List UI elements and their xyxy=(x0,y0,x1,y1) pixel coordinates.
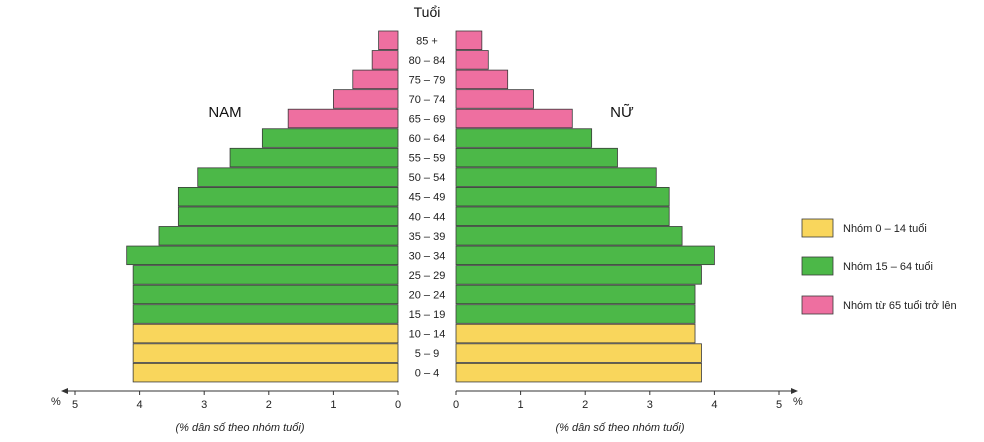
legend-label: Nhóm từ 65 tuổi trở lên xyxy=(843,300,957,312)
age-group-label: 55 – 59 xyxy=(409,153,446,165)
female-x-tick-label: 1 xyxy=(518,399,524,411)
male-bar xyxy=(229,147,399,168)
age-group-label: 35 – 39 xyxy=(409,231,446,243)
male-label: NAM xyxy=(208,104,241,121)
age-group-label: 5 – 9 xyxy=(415,348,439,360)
male-bar xyxy=(261,128,399,148)
y-axis-title: Tuổi xyxy=(414,4,441,20)
female-bar xyxy=(455,69,509,90)
age-group-label: 50 – 54 xyxy=(409,172,446,184)
female-x-axis-label: (% dân số theo nhóm tuổi) xyxy=(555,422,684,434)
male-x-tick-label: 3 xyxy=(201,399,207,411)
female-bar xyxy=(455,304,696,324)
female-axis-arrow-icon xyxy=(791,388,798,394)
male-bar xyxy=(158,226,399,246)
female-bar xyxy=(455,89,534,109)
male-x-tick-label: 2 xyxy=(266,399,272,411)
female-bar xyxy=(455,284,696,305)
female-bar xyxy=(455,30,483,51)
male-bar xyxy=(177,186,399,207)
age-group-label: 40 – 44 xyxy=(409,211,446,223)
male-bar xyxy=(132,304,399,324)
age-group-label: 20 – 24 xyxy=(409,289,446,301)
female-bar xyxy=(455,323,696,344)
female-bars xyxy=(455,30,715,383)
male-bar xyxy=(197,167,399,187)
female-bar xyxy=(455,186,670,207)
male-bar xyxy=(132,265,399,285)
legend-swatch xyxy=(801,256,834,276)
age-group-label: 10 – 14 xyxy=(409,329,446,341)
legend-swatch xyxy=(801,218,834,238)
legend-swatch xyxy=(801,295,834,315)
male-bar xyxy=(352,69,399,90)
left-unit-label: % xyxy=(51,396,61,408)
female-bar xyxy=(455,206,670,226)
male-x-tick-label: 0 xyxy=(395,399,401,411)
age-group-label: 0 – 4 xyxy=(415,368,439,380)
age-group-label: 60 – 64 xyxy=(409,133,446,145)
x-axes: 0 0 1 1 2 2 3 3 4 4 5 5 xyxy=(61,388,798,411)
female-bar xyxy=(455,343,702,363)
female-bar xyxy=(455,128,593,148)
male-x-axis-label: (% dân số theo nhóm tuổi) xyxy=(175,422,304,434)
male-x-tick-label: 4 xyxy=(137,399,143,411)
female-bar xyxy=(455,167,657,187)
age-group-label: 75 – 79 xyxy=(409,74,446,86)
male-x-tick-label: 1 xyxy=(330,399,336,411)
age-group-labels: 85 + 80 – 84 75 – 79 70 – 74 65 – 69 60 – 64 5… xyxy=(409,35,446,379)
age-group-label: 30 – 34 xyxy=(409,250,446,262)
legend: Nhóm 0 – 14 tuổi Nhóm 15 – 64 tuổi Nhóm từ… xyxy=(801,218,957,315)
age-group-label: 70 – 74 xyxy=(409,94,446,106)
female-bar xyxy=(455,147,618,168)
male-axis-arrow-icon xyxy=(61,388,68,394)
female-bar xyxy=(455,245,715,266)
male-bar xyxy=(287,108,399,129)
male-bar xyxy=(177,206,399,226)
female-bar xyxy=(455,226,683,246)
male-x-tick-label: 5 xyxy=(72,399,78,411)
legend-label: Nhóm 15 – 64 tuổi xyxy=(843,261,933,273)
age-group-label: 15 – 19 xyxy=(409,309,446,321)
female-x-tick-label: 0 xyxy=(453,399,459,411)
male-bar xyxy=(378,30,399,51)
male-bar xyxy=(332,89,399,109)
male-bar xyxy=(132,284,399,305)
age-group-label: 80 – 84 xyxy=(409,55,446,67)
age-group-label: 25 – 29 xyxy=(409,270,446,282)
age-group-label: 85 + xyxy=(416,35,438,47)
male-bar xyxy=(126,245,399,266)
age-group-label: 45 – 49 xyxy=(409,192,446,204)
legend-label: Nhóm 0 – 14 tuổi xyxy=(843,223,927,235)
female-bar xyxy=(455,50,489,70)
female-x-tick-label: 5 xyxy=(776,399,782,411)
female-x-tick-label: 4 xyxy=(711,399,717,411)
right-unit-label: % xyxy=(793,396,803,408)
female-bar xyxy=(455,108,573,129)
male-bar xyxy=(132,343,399,363)
male-bar xyxy=(132,362,399,383)
age-group-label: 65 – 69 xyxy=(409,114,446,126)
female-x-tick-label: 2 xyxy=(582,399,588,411)
female-bar xyxy=(455,265,702,285)
female-bar xyxy=(455,362,702,383)
male-bar xyxy=(371,50,399,70)
female-x-tick-label: 3 xyxy=(647,399,653,411)
male-bar xyxy=(132,323,399,344)
female-label: NỮ xyxy=(610,104,634,121)
male-bars xyxy=(126,30,399,383)
